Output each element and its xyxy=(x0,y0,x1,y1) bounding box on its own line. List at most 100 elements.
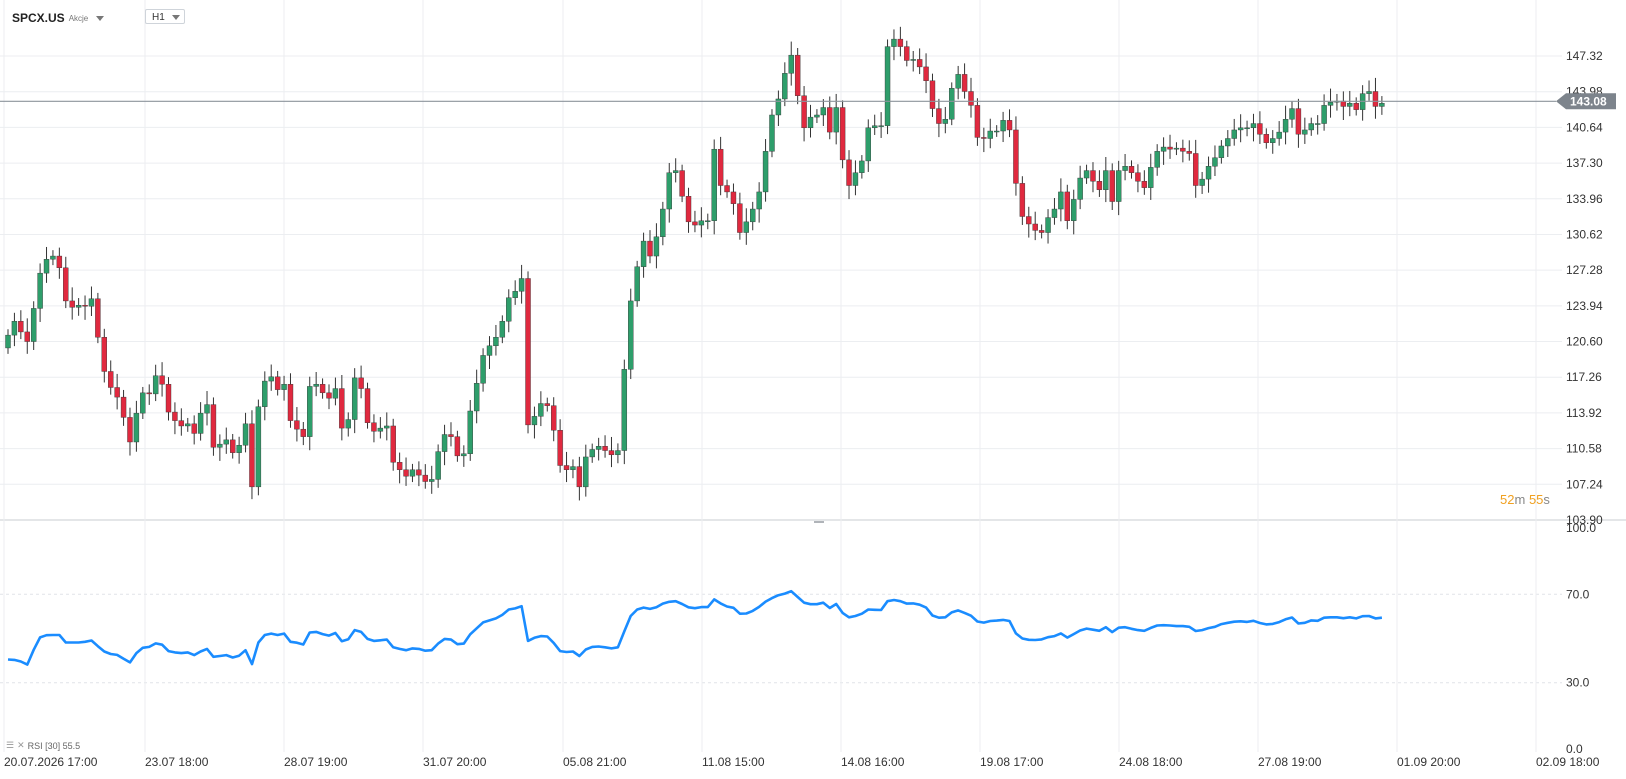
candle xyxy=(307,376,313,451)
candle-countdown: 52m 55s xyxy=(1500,492,1550,507)
current-price-tag xyxy=(1556,93,1616,110)
symbol-dropdown-icon[interactable] xyxy=(96,15,105,21)
candle xyxy=(1205,156,1212,193)
candle-body-down xyxy=(364,388,371,423)
candle xyxy=(210,397,217,456)
candle xyxy=(531,406,538,439)
candle-body-down xyxy=(563,465,570,470)
chevron-down-icon xyxy=(172,15,180,20)
candle-body-up xyxy=(891,38,897,47)
candle-body-up xyxy=(775,98,782,116)
candle xyxy=(5,329,11,354)
candle xyxy=(172,402,178,435)
candle xyxy=(1006,109,1013,138)
candle-body-up xyxy=(1347,103,1353,107)
candle-body-down xyxy=(1038,230,1045,233)
price-tick-label: 137.30 xyxy=(1566,156,1603,170)
candle xyxy=(929,73,936,118)
candle xyxy=(339,374,345,441)
candle xyxy=(262,371,268,421)
candle xyxy=(1308,117,1314,136)
candle xyxy=(1115,160,1122,216)
timeframe-select[interactable]: H1 xyxy=(145,9,185,24)
candle-body-up xyxy=(377,427,384,432)
candle xyxy=(403,457,409,486)
countdown-seconds: 55 xyxy=(1528,492,1544,507)
menu-icon[interactable]: ☰ xyxy=(6,740,15,750)
rsi-tick-label: 70.0 xyxy=(1566,587,1590,601)
candle xyxy=(1186,140,1192,161)
candle-body-up xyxy=(185,423,191,427)
price-tick-label: 113.92 xyxy=(1566,406,1602,420)
candle-body-down xyxy=(737,203,743,233)
candle xyxy=(1071,189,1077,235)
candle xyxy=(981,127,987,153)
candle xyxy=(1000,111,1006,143)
candle xyxy=(628,288,634,380)
candle-body-down xyxy=(274,376,281,390)
candle-body-up xyxy=(313,384,319,387)
candle xyxy=(140,386,146,420)
candle xyxy=(384,412,390,441)
candle xyxy=(377,417,384,439)
candle-body-up xyxy=(1302,129,1308,135)
candle xyxy=(1077,165,1083,210)
candle-body-down xyxy=(63,267,69,302)
candle xyxy=(544,397,550,412)
candle xyxy=(249,410,255,500)
candle xyxy=(178,408,185,436)
candle-body-down xyxy=(1019,183,1026,217)
candle-body-up xyxy=(1115,170,1122,202)
candle xyxy=(63,256,69,309)
time-tick-label: 11.08 15:00 xyxy=(702,755,765,769)
candle-body-up xyxy=(1314,123,1321,125)
candle-body-up xyxy=(518,278,525,292)
candle-body-up xyxy=(743,221,749,233)
candle-body-up xyxy=(1045,217,1051,233)
candle xyxy=(319,378,326,399)
candle-body-up xyxy=(756,191,762,210)
candle-body-down xyxy=(210,404,217,448)
candle-body-up xyxy=(262,380,268,407)
price-tick-label: 117.26 xyxy=(1566,370,1602,384)
candle xyxy=(698,207,705,238)
price-tick-label: 147.32 xyxy=(1566,49,1603,63)
symbol-header[interactable]: SPCX.US Akcje xyxy=(12,8,105,28)
candle-body-up xyxy=(1173,147,1180,150)
candle xyxy=(229,433,236,459)
price-tick-label: 110.58 xyxy=(1566,442,1602,456)
candle xyxy=(570,459,576,479)
candle xyxy=(493,324,499,356)
candle-body-down xyxy=(730,191,737,204)
candle-body-up xyxy=(50,255,56,260)
candle-body-up xyxy=(955,74,961,89)
close-icon[interactable]: ✕ xyxy=(17,740,25,750)
candle-body-down xyxy=(1257,123,1263,135)
candle-body-down xyxy=(923,66,929,81)
candle-body-up xyxy=(750,208,756,223)
candle-body-down xyxy=(801,95,807,129)
candle xyxy=(1109,163,1115,210)
candle xyxy=(1026,206,1032,238)
candle-body-up xyxy=(1083,170,1090,179)
candle xyxy=(185,417,191,432)
candle xyxy=(589,443,595,463)
countdown-min-unit: m xyxy=(1514,492,1526,507)
candle-body-down xyxy=(448,434,454,437)
candle xyxy=(95,292,101,344)
candle-body-down xyxy=(229,439,236,453)
time-tick-label: 24.08 18:00 xyxy=(1119,755,1183,769)
candle-body-up xyxy=(441,434,448,452)
candle-body-up xyxy=(865,127,871,162)
candle-body-down xyxy=(1263,134,1270,143)
candle-body-up xyxy=(30,308,37,342)
candle xyxy=(910,50,916,72)
candle xyxy=(1173,142,1180,156)
candle xyxy=(480,348,486,392)
candle xyxy=(762,139,769,202)
candle-body-up xyxy=(672,170,679,173)
candle-body-up xyxy=(1231,129,1237,139)
candle-body-up xyxy=(872,125,878,129)
candle xyxy=(82,295,88,320)
